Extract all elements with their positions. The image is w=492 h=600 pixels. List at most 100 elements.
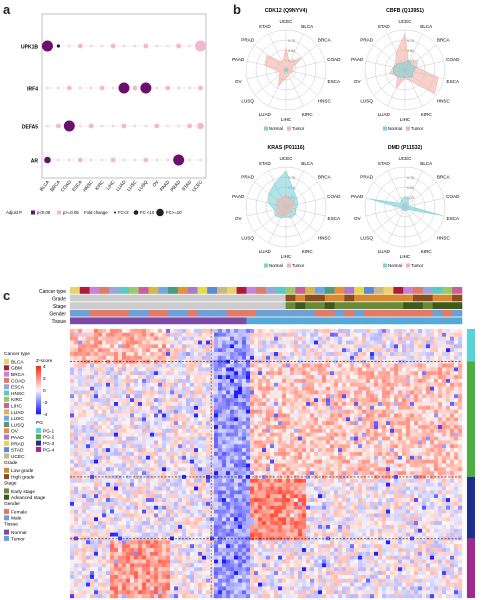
- heatmap-cell: [198, 359, 203, 364]
- heatmap-cell: [282, 398, 287, 403]
- heatmap-cell: [374, 371, 379, 376]
- heatmap-cell: [190, 367, 195, 372]
- radar-chart: CBFB (Q13951)UCECBLCABRCACOADESCAHNSCKIR…: [351, 8, 460, 131]
- annotation-cell: [177, 302, 188, 309]
- heatmap-cell: [74, 425, 79, 430]
- heatmap-cell: [382, 367, 387, 372]
- heatmap-cell: [386, 390, 391, 395]
- heatmap-cell: [298, 471, 303, 476]
- heatmap-cell: [142, 463, 147, 468]
- heatmap-cell: [274, 371, 279, 376]
- heatmap-cell: [186, 405, 191, 410]
- heatmap-cell: [266, 348, 271, 353]
- annotation-cell: [422, 309, 433, 317]
- annotation-label: Grade: [52, 296, 66, 302]
- heatmap-cell: [286, 386, 291, 391]
- heatmap-cell: [150, 494, 155, 499]
- heatmap-cell: [278, 432, 283, 437]
- heatmap-cell: [102, 332, 107, 337]
- heatmap-cell: [150, 359, 155, 364]
- heatmap-cell: [266, 486, 271, 491]
- dot-point: [46, 86, 49, 90]
- heatmap-cell: [150, 498, 155, 503]
- heatmap-cell: [346, 421, 351, 426]
- heatmap-cell: [238, 432, 243, 437]
- heatmap-cell: [302, 501, 307, 506]
- heatmap-cell: [78, 371, 83, 376]
- heatmap-cell: [286, 451, 291, 457]
- heatmap-cell: [78, 332, 83, 337]
- heatmap-cell: [410, 478, 415, 483]
- heatmap-cell: [362, 348, 367, 353]
- heatmap-cell: [314, 363, 319, 368]
- annotation-cell: [364, 294, 375, 302]
- heatmap-cell: [106, 494, 111, 499]
- heatmap-cell: [438, 394, 443, 399]
- heatmap-cell: [410, 425, 415, 430]
- heatmap-cell: [186, 444, 191, 449]
- heatmap-cell: [434, 486, 439, 491]
- dot-point: [132, 85, 138, 91]
- heatmap-cell: [350, 475, 355, 480]
- heatmap-cell: [258, 398, 263, 403]
- heatmap-cell: [134, 501, 139, 506]
- heatmap-cell: [138, 405, 143, 410]
- heatmap-cell: [266, 352, 271, 357]
- heatmap-cell: [162, 455, 167, 460]
- heatmap-cell: [414, 348, 419, 353]
- heatmap-cell: [378, 463, 383, 468]
- heatmap-cell: [406, 336, 411, 341]
- heatmap-cell: [150, 436, 155, 441]
- heatmap-cell: [210, 409, 215, 414]
- heatmap-cell: [330, 440, 335, 445]
- heatmap-cell: [330, 378, 335, 383]
- heatmap-cell: [310, 501, 315, 506]
- heatmap-cell: [122, 332, 127, 337]
- heatmap-cell: [398, 390, 403, 395]
- heatmap-cell: [194, 405, 199, 410]
- heatmap-cell: [238, 386, 243, 391]
- heatmap-cell: [162, 501, 167, 506]
- heatmap-cell: [454, 382, 459, 387]
- heatmap-cell: [86, 425, 91, 430]
- heatmap-cell: [202, 463, 207, 468]
- heatmap-cell: [266, 402, 271, 407]
- heatmap-cell: [218, 467, 223, 472]
- heatmap-cell: [142, 478, 147, 483]
- heatmap-cell: [298, 448, 303, 453]
- heatmap-cell: [262, 348, 267, 353]
- heatmap-cell: [242, 394, 247, 399]
- heatmap-cell: [450, 332, 455, 337]
- annotation-cell: [119, 309, 130, 317]
- heatmap-cell: [246, 398, 251, 403]
- heatmap-cell: [146, 467, 151, 472]
- heatmap-cell: [258, 378, 263, 383]
- heatmap-cell: [214, 405, 219, 410]
- heatmap-cell: [134, 355, 139, 360]
- heatmap-cell: [118, 505, 123, 510]
- heatmap-cell: [274, 475, 279, 480]
- heatmap-cell: [338, 409, 343, 414]
- heatmap-cell: [370, 440, 375, 445]
- annotation-cell: [295, 309, 306, 317]
- heatmap-cell: [102, 394, 107, 399]
- heatmap-cell: [390, 359, 395, 364]
- heatmap-cell: [134, 363, 139, 368]
- heatmap-cell: [230, 467, 235, 472]
- heatmap-cell: [354, 409, 359, 414]
- heatmap-cell: [78, 359, 83, 364]
- heatmap-cell: [214, 486, 219, 491]
- heatmap-cell: [458, 440, 463, 445]
- heatmap-cell: [138, 425, 143, 430]
- heatmap-cell: [330, 394, 335, 399]
- heatmap-cell: [90, 444, 95, 449]
- heatmap-cell: [322, 459, 327, 464]
- heatmap-cell: [186, 329, 191, 334]
- heatmap-cell: [358, 425, 363, 430]
- heatmap-cell: [338, 359, 343, 364]
- heatmap-cell: [202, 332, 207, 337]
- heatmap-cell: [422, 390, 427, 395]
- heatmap-cell: [454, 451, 459, 457]
- heatmap-cell: [194, 471, 199, 476]
- dot-point: [122, 158, 126, 162]
